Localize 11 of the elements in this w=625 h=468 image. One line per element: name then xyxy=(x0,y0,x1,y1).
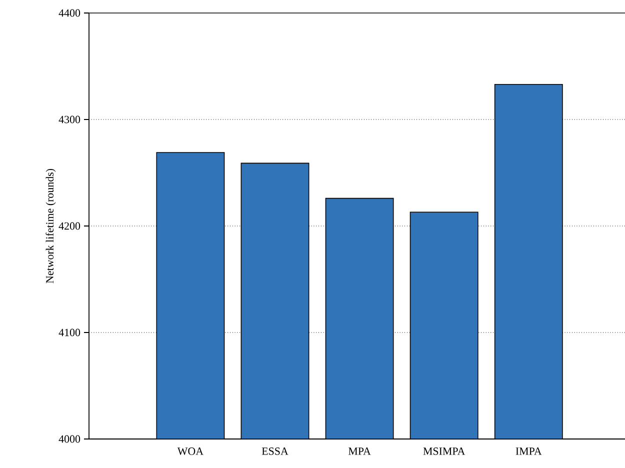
x-tick-label: WOA xyxy=(177,448,204,455)
x-tick-label: IMPA xyxy=(516,448,542,455)
y-tick-label: 4000 xyxy=(58,435,80,443)
x-tick-label: MSIMPA xyxy=(423,448,466,455)
y-tick-label: 4200 xyxy=(58,222,80,230)
y-tick-label: 4300 xyxy=(58,116,80,124)
y-tick-label: 4100 xyxy=(58,328,80,336)
y-tick-label: 4400 xyxy=(58,9,80,17)
x-tick-label: ESSA xyxy=(262,448,288,455)
x-tick-label: MPA xyxy=(348,448,371,455)
y-axis-title: Network lifetime (rounds) xyxy=(46,168,56,284)
